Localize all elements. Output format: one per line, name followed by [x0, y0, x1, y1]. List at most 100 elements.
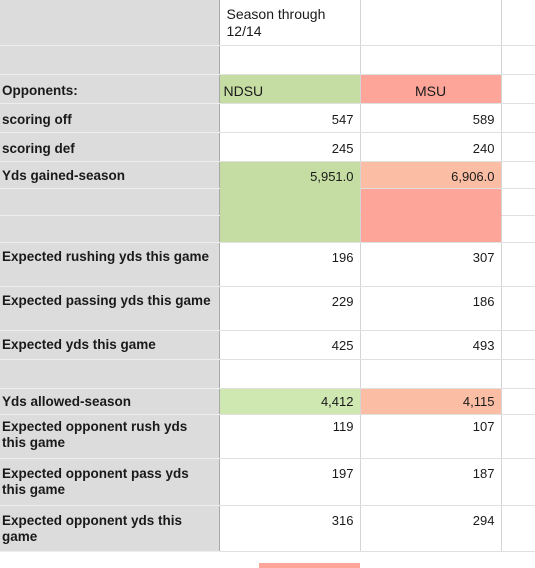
- ndsu-team-cell[interactable]: NDSU: [219, 74, 361, 104]
- cell-empty[interactable]: [360, 188, 502, 216]
- row-label-cell[interactable]: Expected opponent rush yds this game: [0, 414, 220, 459]
- msu-value-cell[interactable]: 589: [360, 103, 502, 133]
- partial-colored-cell: [259, 563, 360, 568]
- msu-value-cell[interactable]: 187: [360, 458, 502, 506]
- row-label: Yds allowed-season: [2, 393, 132, 409]
- msu-value: 187: [472, 465, 495, 481]
- ndsu-value-cell[interactable]: 245: [219, 132, 361, 162]
- table-row: Expected opponent yds this game 316 294: [0, 505, 535, 552]
- msu-value: 294: [472, 512, 495, 528]
- msu-value-cell[interactable]: 493: [360, 330, 502, 360]
- row-label-cell[interactable]: Yds gained-season: [0, 161, 220, 189]
- ndsu-value-cell[interactable]: 4,412: [219, 388, 361, 415]
- ndsu-value-cell[interactable]: 197: [219, 458, 361, 506]
- table-row: Expected opponent rush yds this game 119…: [0, 414, 535, 459]
- cell-empty[interactable]: [501, 388, 535, 415]
- msu-value-cell[interactable]: 240: [360, 132, 502, 162]
- msu-value-cell[interactable]: 307: [360, 242, 502, 287]
- cell-empty[interactable]: [360, 359, 502, 389]
- msu-value-cell[interactable]: 294: [360, 505, 502, 552]
- row-label-cell[interactable]: scoring def: [0, 132, 220, 162]
- row-label-cell[interactable]: Yds allowed-season: [0, 388, 220, 415]
- cell-empty[interactable]: [360, 215, 502, 243]
- cell-empty[interactable]: [219, 45, 361, 75]
- row-label: Expected opponent pass yds this game: [2, 465, 189, 497]
- cell-empty[interactable]: [501, 242, 535, 287]
- msu-value: 186: [472, 293, 495, 309]
- msu-value-cell[interactable]: 4,115: [360, 388, 502, 415]
- cell-empty[interactable]: [501, 45, 535, 75]
- cell-empty[interactable]: [501, 188, 535, 216]
- ndsu-value-cell[interactable]: 5,951.0: [219, 161, 361, 189]
- msu-value: 4,115: [462, 393, 495, 409]
- row-label: Expected rushing yds this game: [2, 248, 210, 264]
- table-row: Expected passing yds this game 229 186: [0, 286, 535, 331]
- ndsu-team-label: NDSU: [223, 82, 264, 99]
- cell-empty[interactable]: [501, 414, 535, 459]
- spacer-row: [0, 215, 535, 243]
- cell-empty[interactable]: [501, 215, 535, 243]
- ndsu-value-cell[interactable]: 119: [219, 414, 361, 459]
- opponents-row: Opponents: NDSU MSU: [0, 74, 535, 104]
- table-row: Expected opponent pass yds this game 197…: [0, 458, 535, 506]
- ndsu-value-cell[interactable]: 196: [219, 242, 361, 287]
- cell-empty[interactable]: [501, 103, 535, 133]
- msu-team-label: MSU: [414, 82, 447, 99]
- cell-label-empty[interactable]: [0, 0, 220, 46]
- ndsu-value: 547: [331, 111, 354, 127]
- opponents-label-cell[interactable]: Opponents:: [0, 74, 220, 104]
- msu-team-cell[interactable]: MSU: [360, 74, 502, 104]
- table-row: Expected yds this game 425 493: [0, 330, 535, 360]
- ndsu-value: 229: [331, 293, 354, 309]
- row-label-cell[interactable]: scoring off: [0, 103, 220, 133]
- msu-value-cell[interactable]: 107: [360, 414, 502, 459]
- ndsu-value-cell[interactable]: 229: [219, 286, 361, 331]
- row-label-cell[interactable]: Expected yds this game: [0, 330, 220, 360]
- msu-value-cell[interactable]: 6,906.0: [360, 161, 502, 189]
- ndsu-value-cell[interactable]: 316: [219, 505, 361, 552]
- cell-empty[interactable]: [501, 0, 535, 46]
- ndsu-value: 316: [331, 512, 354, 528]
- cell-empty[interactable]: [501, 330, 535, 360]
- msu-value-cell[interactable]: 186: [360, 286, 502, 331]
- cell-empty[interactable]: [219, 359, 361, 389]
- spacer-row: [0, 188, 535, 216]
- ndsu-value: 4,412: [320, 393, 354, 409]
- ndsu-value: 119: [332, 418, 354, 434]
- ndsu-value-cell[interactable]: 425: [219, 330, 361, 360]
- table-row: scoring off 547 589: [0, 103, 535, 133]
- cell-label-empty[interactable]: [0, 359, 220, 389]
- cell-empty[interactable]: [360, 45, 502, 75]
- cell-empty[interactable]: [501, 74, 535, 104]
- ndsu-value: 245: [331, 140, 354, 156]
- cell-empty[interactable]: [219, 215, 361, 243]
- row-label: Expected yds this game: [2, 336, 156, 352]
- cell-empty[interactable]: [501, 161, 535, 189]
- cell-empty[interactable]: [501, 359, 535, 389]
- row-label: Expected opponent rush yds this game: [2, 418, 188, 450]
- cell-label-empty[interactable]: [0, 215, 220, 243]
- row-label-cell[interactable]: Expected passing yds this game: [0, 286, 220, 331]
- cell-empty[interactable]: [501, 286, 535, 331]
- row-label-cell[interactable]: Expected opponent yds this game: [0, 505, 220, 552]
- row-label: scoring off: [2, 111, 72, 127]
- cell-label-empty[interactable]: [0, 45, 220, 75]
- cell-empty[interactable]: [501, 505, 535, 552]
- cell-empty[interactable]: [219, 188, 361, 216]
- row-label: scoring def: [2, 140, 75, 156]
- row-label-cell[interactable]: Expected opponent pass yds this game: [0, 458, 220, 506]
- ndsu-value-cell[interactable]: 547: [219, 103, 361, 133]
- stats-table: Season through 12/14 Opponents: NDSU MSU…: [0, 0, 535, 552]
- cell-empty[interactable]: [501, 458, 535, 506]
- table-row: Expected rushing yds this game 196 307: [0, 242, 535, 287]
- cell-empty[interactable]: [501, 132, 535, 162]
- table-row: Yds allowed-season 4,412 4,115: [0, 388, 535, 415]
- cell-empty[interactable]: [360, 0, 502, 46]
- msu-value: 307: [472, 249, 495, 265]
- season-header-cell[interactable]: Season through 12/14: [219, 0, 361, 46]
- row-label-cell[interactable]: Expected rushing yds this game: [0, 242, 220, 287]
- row-label: Expected passing yds this game: [2, 292, 211, 308]
- row-label: Expected opponent yds this game: [2, 512, 183, 544]
- cell-label-empty[interactable]: [0, 188, 220, 216]
